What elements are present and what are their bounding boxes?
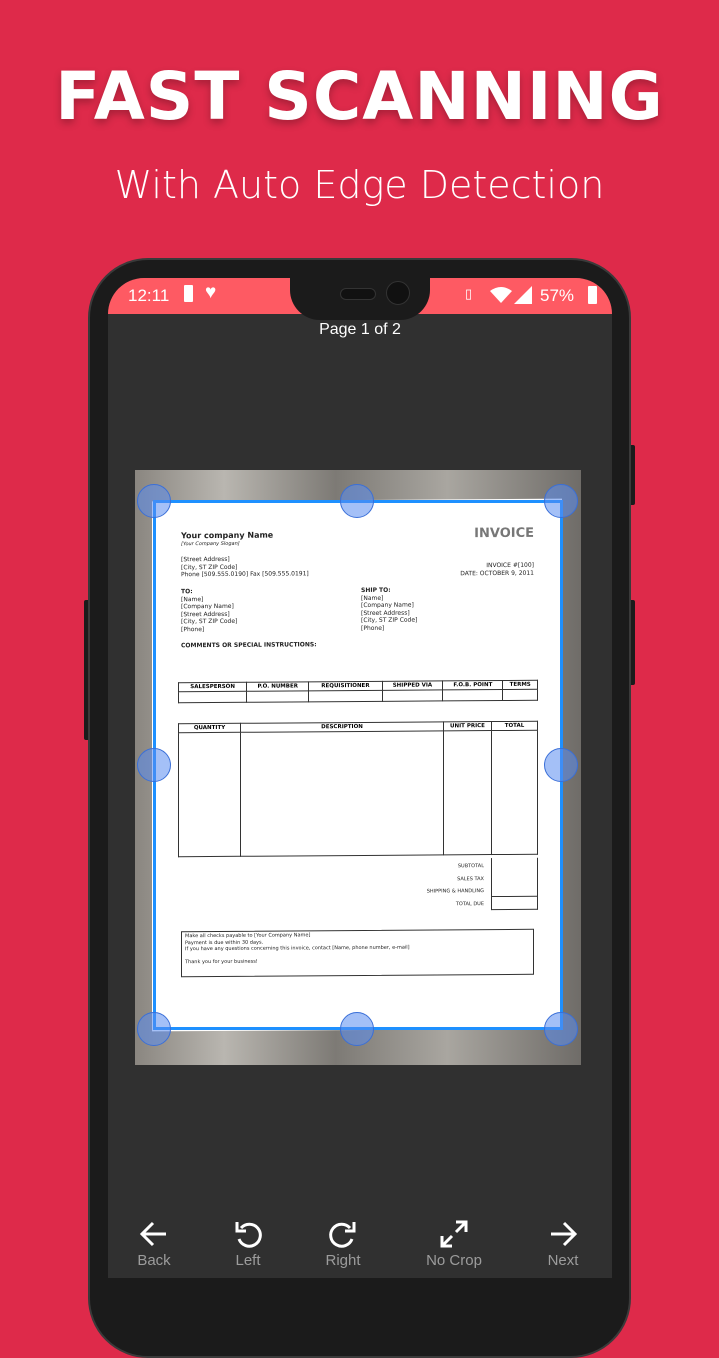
scanned-photo: Your company Name [Your Company Slogan] … bbox=[135, 470, 581, 1065]
arrow-left-icon bbox=[139, 1221, 166, 1247]
crop-handle-left[interactable] bbox=[137, 748, 171, 782]
no-crop-button[interactable]: No Crop bbox=[414, 1218, 494, 1269]
promo-headline: FAST SCANNING bbox=[55, 58, 664, 135]
crop-handle-right[interactable] bbox=[544, 748, 578, 782]
display-notch bbox=[290, 278, 430, 320]
signal-roaming-icon bbox=[514, 286, 532, 304]
phone-side-button bbox=[84, 600, 90, 740]
back-button[interactable]: Back bbox=[114, 1218, 194, 1269]
phone-screen: 12:11 ♥ ▯ 57% Page 1 of 2 Your company N… bbox=[108, 278, 612, 1278]
crop-boundary[interactable] bbox=[153, 500, 563, 1030]
crop-handle-bottom-left[interactable] bbox=[137, 1012, 171, 1046]
heart-check-icon: ♥ bbox=[205, 282, 217, 303]
crop-handle-top[interactable] bbox=[340, 484, 374, 518]
crop-handle-bottom[interactable] bbox=[340, 1012, 374, 1046]
rotate-right-icon bbox=[329, 1222, 356, 1248]
next-button[interactable]: Next bbox=[523, 1218, 603, 1269]
page-indicator: Page 1 of 2 bbox=[319, 321, 401, 338]
crop-handle-top-right[interactable] bbox=[544, 484, 578, 518]
battery-percent: 57% bbox=[540, 286, 575, 305]
wifi-icon bbox=[490, 287, 512, 303]
vibrate-icon: ▯ bbox=[465, 286, 473, 301]
phone-side-button bbox=[629, 445, 635, 505]
bottom-toolbar: Back Left Right No Crop Next bbox=[108, 1218, 612, 1278]
expand-icon bbox=[440, 1220, 468, 1248]
phone-side-button bbox=[629, 600, 635, 685]
status-time: 12:11 bbox=[128, 286, 170, 305]
rotate-left-button[interactable]: Left bbox=[208, 1218, 288, 1269]
battery-icon bbox=[588, 286, 597, 304]
rotate-right-button[interactable]: Right bbox=[303, 1218, 383, 1269]
battery-charging-icon bbox=[184, 285, 193, 302]
crop-handle-bottom-right[interactable] bbox=[544, 1012, 578, 1046]
arrow-right-icon bbox=[551, 1221, 578, 1247]
status-bar: 12:11 ♥ ▯ 57% bbox=[108, 278, 612, 320]
crop-handle-top-left[interactable] bbox=[137, 484, 171, 518]
promo-subheadline: With Auto Edge Detection bbox=[114, 163, 605, 207]
rotate-left-icon bbox=[235, 1222, 262, 1248]
